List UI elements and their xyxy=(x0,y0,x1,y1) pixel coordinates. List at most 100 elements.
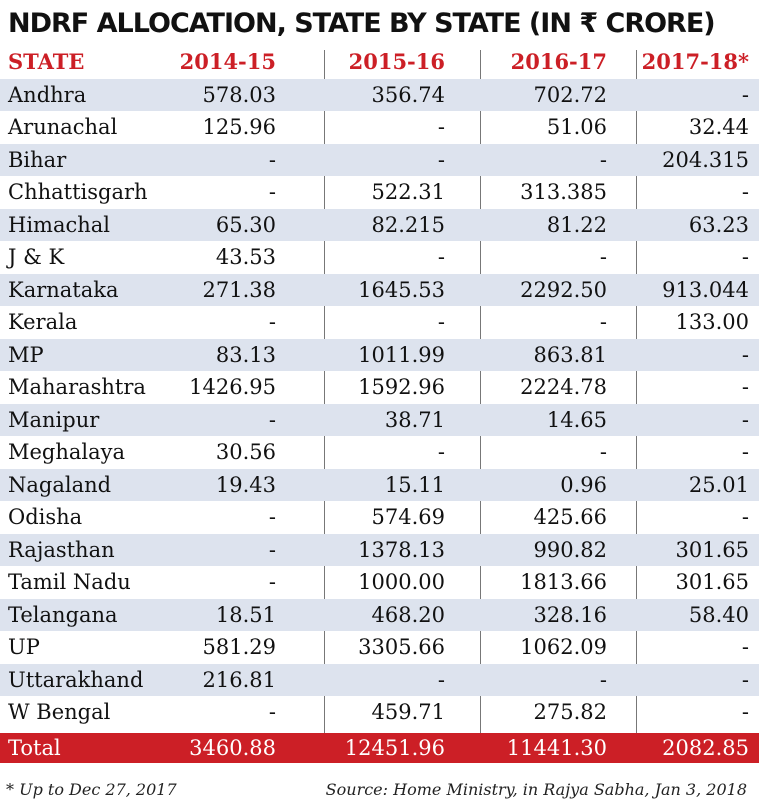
cell-fy-2015-16: 574.69 xyxy=(371,505,445,529)
cell-fy-2016-17: 1062.09 xyxy=(520,635,607,659)
table-header: STATE 2014-15 2015-16 2016-17 2017-18* xyxy=(0,46,759,79)
cell-fy-2016-17: 51.06 xyxy=(546,115,607,139)
cell-fy-2017-18: - xyxy=(741,180,749,204)
cell-fy-2015-16: 459.71 xyxy=(371,700,445,724)
column-divider-1 xyxy=(324,50,325,742)
cell-fy-2017-18: - xyxy=(741,375,749,399)
cell-fy-2016-17: 81.22 xyxy=(546,212,607,237)
cell-fy-2016-17: 990.82 xyxy=(533,537,607,562)
cell-fy-2014-15: - xyxy=(268,147,276,172)
cell-fy-2016-17: 275.82 xyxy=(533,700,607,724)
cell-fy-2016-17: 425.66 xyxy=(533,505,607,529)
cell-fy-2016-17: 1813.66 xyxy=(520,570,607,594)
cell-fy-2016-17: 14.65 xyxy=(546,407,607,432)
cell-state: Nagaland xyxy=(8,472,112,497)
cell-fy-2014-15: 1426.95 xyxy=(189,375,276,399)
cell-fy-2017-18: 913.044 xyxy=(662,277,749,302)
cell-fy-2015-16: 1592.96 xyxy=(358,375,445,399)
cell-fy-2016-17: 0.96 xyxy=(560,472,607,497)
cell-fy-2014-15: - xyxy=(268,407,276,432)
cell-state: Odisha xyxy=(8,505,83,529)
cell-state: Total xyxy=(8,735,61,760)
cell-fy-2016-17: 11441.30 xyxy=(506,735,607,760)
cell-fy-2015-16: 1000.00 xyxy=(358,570,445,594)
table-row: Tamil Nadu - 1000.00 1813.66 301.65 xyxy=(0,566,759,599)
cell-fy-2014-15: 30.56 xyxy=(215,440,276,464)
table-row: Uttarakhand 216.81 - - - xyxy=(0,663,759,696)
total-row: Total 3460.88 12451.96 11441.30 2082.85 xyxy=(0,732,759,763)
cell-fy-2014-15: 216.81 xyxy=(202,667,276,692)
cell-state: Rajasthan xyxy=(8,537,115,562)
cell-fy-2016-17: 2224.78 xyxy=(520,375,607,399)
cell-state: W Bengal xyxy=(8,700,111,724)
chart-title: NDRF ALLOCATION, STATE BY STATE (IN ₹ CR… xyxy=(8,8,716,39)
cell-state: Himachal xyxy=(8,212,110,237)
cell-fy-2014-15: 65.30 xyxy=(215,212,276,237)
cell-fy-2017-18: - xyxy=(741,407,749,432)
table-row: Telangana 18.51 468.20 328.16 58.40 xyxy=(0,598,759,631)
cell-state: Kerala xyxy=(8,310,78,334)
cell-fy-2015-16: - xyxy=(437,115,445,139)
table-row: Arunachal 125.96 - 51.06 32.44 xyxy=(0,111,759,144)
cell-state: Bihar xyxy=(8,147,67,172)
cell-fy-2015-16: 12451.96 xyxy=(344,735,445,760)
header-state: STATE xyxy=(8,49,85,74)
table-row: Chhattisgarh - 522.31 313.385 - xyxy=(0,176,759,209)
cell-fy-2017-18: 63.23 xyxy=(688,212,749,237)
cell-fy-2015-16: 1645.53 xyxy=(358,277,445,302)
source-note: Source: Home Ministry, in Rajya Sabha, J… xyxy=(325,780,747,799)
table-row: W Bengal - 459.71 275.82 - xyxy=(0,696,759,729)
cell-state: MP xyxy=(8,342,44,367)
cell-fy-2016-17: - xyxy=(599,440,607,464)
cell-fy-2014-15: 271.38 xyxy=(202,277,276,302)
cell-fy-2015-16: - xyxy=(437,245,445,269)
cell-fy-2014-15: 19.43 xyxy=(215,472,276,497)
table-row: Meghalaya 30.56 - - - xyxy=(0,436,759,469)
table-row: Nagaland 19.43 15.11 0.96 25.01 xyxy=(0,468,759,501)
cell-state: Andhra xyxy=(8,82,87,107)
table-row: Maharashtra 1426.95 1592.96 2224.78 - xyxy=(0,371,759,404)
header-fy-2016-17: 2016-17 xyxy=(510,49,607,74)
cell-fy-2014-15: - xyxy=(268,180,276,204)
allocation-table: STATE 2014-15 2015-16 2016-17 2017-18* Andhra… xyxy=(0,46,759,763)
cell-fy-2017-18: - xyxy=(741,82,749,107)
header-fy-2015-16: 2015-16 xyxy=(348,49,445,74)
table-row: Rajasthan - 1378.13 990.82 301.65 xyxy=(0,533,759,566)
table-row: Manipur - 38.71 14.65 - xyxy=(0,403,759,436)
cell-fy-2015-16: - xyxy=(437,310,445,334)
cell-fy-2015-16: 82.215 xyxy=(371,212,445,237)
cell-fy-2017-18: - xyxy=(741,342,749,367)
cell-fy-2016-17: 702.72 xyxy=(533,82,607,107)
cell-fy-2014-15: 3460.88 xyxy=(189,735,276,760)
cell-fy-2015-16: 1011.99 xyxy=(358,342,445,367)
cell-fy-2014-15: 83.13 xyxy=(215,342,276,367)
table-row: Bihar - - - 204.315 xyxy=(0,143,759,176)
cell-fy-2015-16: - xyxy=(437,147,445,172)
table-row: J & K 43.53 - - - xyxy=(0,241,759,274)
cell-fy-2014-15: 125.96 xyxy=(202,115,276,139)
cell-fy-2014-15: 18.51 xyxy=(215,602,276,627)
cell-fy-2016-17: 863.81 xyxy=(533,342,607,367)
cell-fy-2017-18: - xyxy=(741,700,749,724)
cell-fy-2014-15: - xyxy=(268,700,276,724)
cell-fy-2014-15: - xyxy=(268,537,276,562)
cell-state: Karnataka xyxy=(8,277,119,302)
cell-fy-2016-17: 2292.50 xyxy=(520,277,607,302)
cell-fy-2016-17: - xyxy=(599,310,607,334)
cell-state: Chhattisgarh xyxy=(8,180,148,204)
cell-fy-2017-18: 58.40 xyxy=(688,602,749,627)
header-fy-2014-15: 2014-15 xyxy=(179,49,276,74)
cell-fy-2015-16: 468.20 xyxy=(371,602,445,627)
cell-fy-2017-18: 301.65 xyxy=(675,570,749,594)
cell-fy-2015-16: 15.11 xyxy=(384,472,445,497)
column-divider-2 xyxy=(480,50,481,742)
cell-state: J & K xyxy=(8,245,65,269)
cell-fy-2016-17: 313.385 xyxy=(520,180,607,204)
cell-fy-2014-15: - xyxy=(268,310,276,334)
cell-fy-2016-17: 328.16 xyxy=(533,602,607,627)
cell-fy-2017-18: 25.01 xyxy=(688,472,749,497)
cell-fy-2014-15: 578.03 xyxy=(202,82,276,107)
cell-fy-2017-18: 133.00 xyxy=(675,310,749,334)
cell-fy-2016-17: - xyxy=(599,147,607,172)
cell-fy-2016-17: - xyxy=(599,667,607,692)
